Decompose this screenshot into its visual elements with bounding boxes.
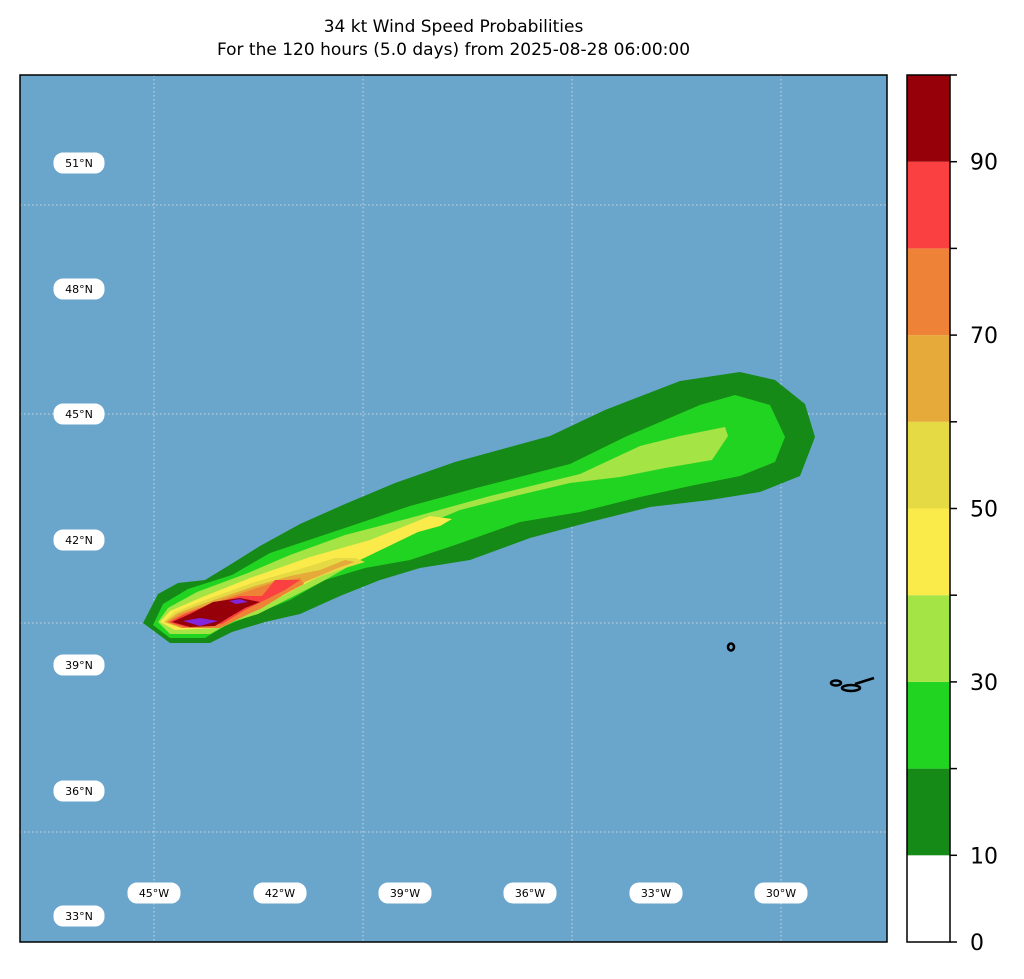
island-outline (726, 642, 736, 652)
colorbar-bin (907, 75, 950, 162)
latitude-label-background (53, 780, 105, 802)
longitude-label: 39°W (378, 882, 432, 904)
latitude-label: 51°N (53, 152, 105, 174)
longitude-label: 36°W (503, 882, 557, 904)
plot-title: 34 kt Wind Speed Probabilities (323, 17, 584, 37)
colorbar-tick-label: 30 (970, 671, 998, 696)
longitude-label: 33°W (629, 882, 683, 904)
colorbar-bin (907, 508, 950, 596)
colorbar-bin (907, 335, 950, 422)
colorbar-bin (907, 855, 950, 942)
latitude-label-text: 42°N (65, 534, 93, 547)
longitude-label: 30°W (754, 882, 808, 904)
latitude-labels: 51°N 48°N 45°N 42°N 39°N 36°N 33°N (53, 152, 105, 927)
colorbar-bin (907, 421, 950, 509)
colorbar-bin (907, 768, 950, 856)
latitude-label-text: 39°N (65, 659, 93, 672)
contour-level-90 (229, 599, 248, 604)
latitude-label: 39°N (53, 654, 105, 676)
longitude-label-background (503, 882, 557, 904)
colorbar-bin (907, 248, 950, 336)
latitude-label-background (53, 529, 105, 551)
latitude-label: 48°N (53, 278, 105, 300)
longitude-label: 42°W (253, 882, 307, 904)
latitude-label: 42°N (53, 529, 105, 551)
plot-subtitle: For the 120 hours (5.0 days) from 2025-0… (216, 40, 691, 60)
latitude-label-text: 51°N (65, 157, 93, 170)
longitude-label-text: 36°W (515, 887, 545, 900)
colorbar-tick-label: 50 (970, 498, 998, 523)
probability-contours (143, 372, 815, 643)
island-outline (840, 683, 862, 693)
colorbar-bin (907, 681, 950, 769)
longitude-label-text: 42°W (265, 887, 295, 900)
longitude-label-background (378, 882, 432, 904)
latitude-label-text: 33°N (65, 910, 93, 923)
longitude-label-text: 39°W (390, 887, 420, 900)
colorbar-tick-label: 70 (970, 324, 998, 349)
latitude-label-background (53, 403, 105, 425)
longitude-label-background (127, 882, 181, 904)
longitude-label-text: 30°W (766, 887, 796, 900)
latitude-label-background (53, 152, 105, 174)
longitude-label-text: 33°W (641, 887, 671, 900)
longitude-labels: 45°W 42°W 39°W 36°W 33°W 30°W (127, 882, 808, 904)
longitude-label: 45°W (127, 882, 181, 904)
latitude-label-text: 36°N (65, 785, 93, 798)
colorbar-tick-label: 0 (970, 931, 984, 956)
longitude-label-background (629, 882, 683, 904)
latitude-label-text: 45°N (65, 408, 93, 421)
latitude-label-background (53, 654, 105, 676)
colorbar-ticks: 0 10 30 50 70 90 (950, 74, 998, 956)
latitude-label-background (53, 905, 105, 927)
island-outline (829, 679, 843, 687)
longitude-label-background (754, 882, 808, 904)
latitude-label-text: 48°N (65, 283, 93, 296)
longitude-label-background (253, 882, 307, 904)
contour-level-90 (183, 618, 218, 626)
latitude-label: 36°N (53, 780, 105, 802)
colorbar-tick-label: 90 (970, 151, 998, 176)
colorbar-tick-label: 10 (970, 844, 998, 869)
latitude-label: 45°N (53, 403, 105, 425)
coastlines (726, 642, 875, 693)
latitude-label-background (53, 278, 105, 300)
colorbar (907, 75, 950, 942)
longitude-label-text: 45°W (139, 887, 169, 900)
island-outline (854, 676, 875, 686)
latitude-label: 33°N (53, 905, 105, 927)
colorbar-bin (907, 161, 950, 249)
colorbar-bin (907, 595, 950, 682)
map-frame (19, 74, 888, 943)
